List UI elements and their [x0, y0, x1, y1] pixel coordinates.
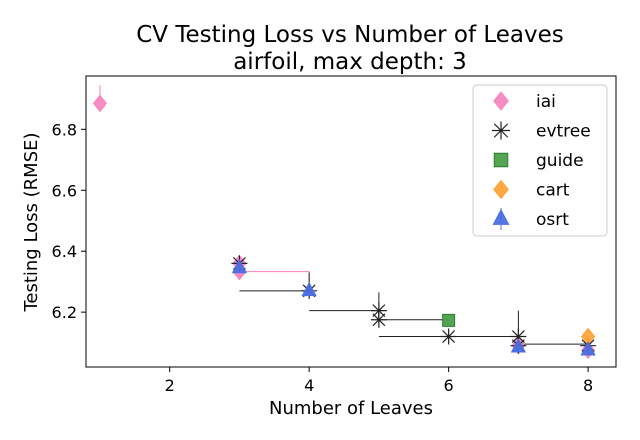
y-tick-label-6.4: 6.4 [52, 242, 77, 261]
x-tick-label-4: 4 [304, 376, 314, 395]
legend: iai evtree guide cart osrt [472, 84, 608, 237]
frontier-line-iai-0 [239, 271, 310, 291]
point-evtree-3 [370, 311, 387, 328]
x-tick-label-6: 6 [444, 376, 454, 395]
point-evtree-2 [370, 302, 387, 319]
legend-box [472, 84, 608, 237]
chart-subtitle: airfoil, max depth: 3 [233, 49, 467, 75]
chart-title: CV Testing Loss vs Number of Leaves [136, 22, 564, 48]
plot-area [92, 85, 597, 360]
point-iai-0 [92, 94, 107, 113]
y-tick-label-6.2: 6.2 [52, 303, 77, 322]
point-osrt-2 [510, 338, 527, 353]
legend-label-cart: cart [536, 181, 570, 201]
frontier-line-evtree-1 [239, 272, 310, 292]
y-tick-label-6.8: 6.8 [52, 120, 77, 139]
point-osrt-1 [301, 281, 317, 297]
frontier-line-evtree-2 [309, 310, 380, 320]
x-tick-label-8: 8 [583, 376, 593, 395]
y-axis-label: Testing Loss (RMSE) [21, 132, 42, 312]
legend-label-guide: guide [536, 151, 584, 171]
legend-marker-guide [493, 152, 509, 168]
y-tick-label-6.6: 6.6 [52, 181, 77, 200]
x-tick-label-2: 2 [165, 376, 175, 395]
plot-frame [85, 75, 617, 368]
point-evtree-4 [440, 328, 457, 345]
x-axis-label: Number of Leaves [269, 398, 433, 419]
legend-label-osrt: osrt [536, 210, 569, 230]
point-osrt-0 [231, 258, 248, 274]
legend-label-iai: iai [536, 92, 556, 112]
legend-marker-iai [493, 91, 509, 111]
axis-ticks: 2 4 6 8 6.2 6.4 6.6 6.8 [52, 120, 594, 395]
legend-label-evtree: evtree [536, 122, 591, 142]
point-evtree-5 [510, 328, 527, 345]
point-osrt-3 [580, 341, 596, 356]
legend-marker-osrt [492, 208, 510, 225]
legend-marker-evtree [492, 121, 510, 140]
point-guide-0 [442, 313, 456, 327]
legend-marker-cart [493, 179, 509, 200]
